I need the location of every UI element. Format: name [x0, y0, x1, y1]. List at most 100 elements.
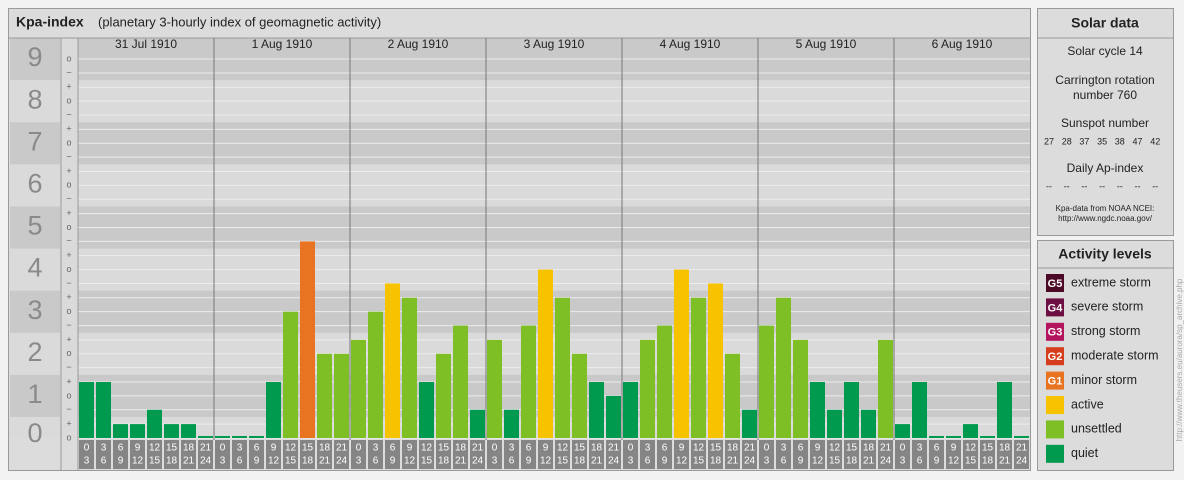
- sub-tick-label: o: [66, 222, 71, 232]
- hour-label: 21: [727, 456, 739, 467]
- hour-label: 24: [336, 456, 348, 467]
- sub-axis: [61, 38, 77, 438]
- hour-cell: [572, 440, 587, 469]
- hour-label: 12: [132, 456, 144, 467]
- bar: [776, 297, 791, 438]
- hour-cell: [368, 440, 383, 469]
- hour-label: 0: [356, 443, 362, 454]
- hour-label: 18: [863, 443, 875, 454]
- sub-tick-label: −: [66, 404, 71, 414]
- y-band: [10, 374, 60, 417]
- hour-label: 9: [407, 443, 413, 454]
- bar: [147, 409, 162, 438]
- day-label: 4 Aug 1910: [660, 37, 721, 51]
- hour-cell: [606, 440, 621, 469]
- hour-label: 9: [951, 443, 957, 454]
- hour-label: 9: [679, 443, 685, 454]
- ap-title: Daily Ap-index: [1067, 161, 1144, 175]
- bar: [215, 436, 230, 438]
- bar: [793, 339, 808, 438]
- day-label: 3 Aug 1910: [524, 37, 585, 51]
- bar: [929, 436, 944, 438]
- hour-label: 18: [319, 443, 331, 454]
- hour-cell: [402, 440, 417, 469]
- hour-label: 6: [781, 456, 787, 467]
- hour-cell: [997, 440, 1012, 469]
- level-name: moderate storm: [1071, 348, 1159, 362]
- hour-label: 18: [999, 443, 1011, 454]
- hour-label: 21: [455, 456, 467, 467]
- sub-tick-label: o: [66, 96, 71, 106]
- hour-cell: [283, 440, 298, 469]
- bar: [572, 353, 587, 438]
- hour-label: 0: [84, 443, 90, 454]
- hour-label: 3: [628, 456, 634, 467]
- y-tick-label: 3: [27, 295, 42, 325]
- hour-label: 24: [200, 456, 212, 467]
- level-swatch: [1046, 371, 1064, 390]
- ap-value: --: [1135, 181, 1141, 191]
- bar: [912, 382, 927, 438]
- hour-label: 21: [880, 443, 892, 454]
- sunspot-value: 35: [1097, 136, 1107, 146]
- sunspot-value: 47: [1132, 136, 1142, 146]
- hour-label: 9: [798, 456, 804, 467]
- bar: [674, 269, 689, 438]
- hour-label: 18: [710, 456, 722, 467]
- hour-label: 15: [965, 456, 977, 467]
- bar: [198, 436, 213, 438]
- hour-label: 15: [982, 443, 994, 454]
- level-code: G5: [1048, 278, 1063, 290]
- hour-label: 12: [285, 443, 297, 454]
- sub-tick-label: −: [66, 236, 71, 246]
- bar: [742, 409, 757, 438]
- y-band: [10, 248, 60, 291]
- day-label: 31 Jul 1910: [115, 37, 177, 51]
- hour-label: 15: [574, 443, 586, 454]
- y-band: [10, 290, 60, 333]
- hour-label: 0: [220, 443, 226, 454]
- hour-label: 6: [390, 443, 396, 454]
- bar: [861, 409, 876, 438]
- hour-label: 3: [781, 443, 787, 454]
- hour-label: 12: [404, 456, 416, 467]
- hour-label: 9: [271, 443, 277, 454]
- hour-cell: [980, 440, 995, 469]
- hour-cell: [878, 440, 893, 469]
- ap-value: --: [1081, 181, 1087, 191]
- bar: [249, 436, 264, 438]
- hour-label: 12: [268, 456, 280, 467]
- hour-cell: [674, 440, 689, 469]
- hour-cell: [538, 440, 553, 469]
- chart-title: Kpa-index: [16, 14, 84, 30]
- hour-cell: [317, 440, 332, 469]
- bar: [878, 339, 893, 438]
- hour-label: 12: [676, 456, 688, 467]
- hour-label: 18: [846, 456, 858, 467]
- y-tick-label: 9: [27, 42, 42, 72]
- hour-label: 18: [982, 456, 994, 467]
- y-band: [10, 122, 60, 165]
- hour-label: 9: [118, 456, 124, 467]
- y-tick-label: 2: [27, 337, 42, 367]
- solar-title: Solar data: [1071, 15, 1139, 31]
- hour-cell: [334, 440, 349, 469]
- sunspot-value: 38: [1115, 136, 1125, 146]
- bar: [691, 297, 706, 438]
- level-name: unsettled: [1071, 422, 1122, 436]
- bar: [300, 241, 315, 438]
- bar: [725, 353, 740, 438]
- hour-label: 15: [710, 443, 722, 454]
- hour-label: 15: [421, 456, 433, 467]
- hour-label: 6: [934, 443, 940, 454]
- hour-cell: [776, 440, 791, 469]
- y-tick-label: 8: [27, 84, 42, 114]
- hour-cell: [589, 440, 604, 469]
- y-band: [10, 38, 60, 81]
- bar: [504, 409, 519, 438]
- hour-label: 9: [662, 456, 668, 467]
- hour-label: 24: [1016, 456, 1028, 467]
- source: http://www.ngdc.noaa.gov/: [1058, 214, 1153, 223]
- hour-cell: [725, 440, 740, 469]
